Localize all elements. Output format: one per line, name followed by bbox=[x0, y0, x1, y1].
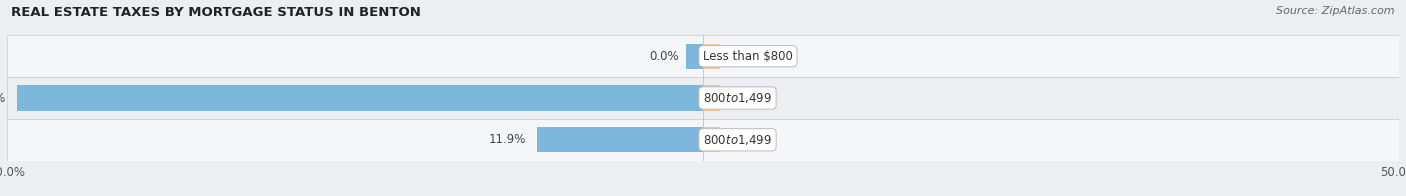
Bar bbox=[703, 85, 720, 111]
Bar bbox=[537, 127, 703, 152]
Text: 49.3%: 49.3% bbox=[0, 92, 6, 104]
Text: REAL ESTATE TAXES BY MORTGAGE STATUS IN BENTON: REAL ESTATE TAXES BY MORTGAGE STATUS IN … bbox=[11, 6, 422, 19]
Text: 0.0%: 0.0% bbox=[727, 133, 756, 146]
Bar bbox=[703, 127, 720, 152]
Text: 0.0%: 0.0% bbox=[727, 92, 756, 104]
Text: Source: ZipAtlas.com: Source: ZipAtlas.com bbox=[1277, 6, 1395, 16]
Text: 0.0%: 0.0% bbox=[650, 50, 679, 63]
Bar bbox=[7, 119, 1399, 161]
Text: 0.0%: 0.0% bbox=[727, 50, 756, 63]
Text: $800 to $1,499: $800 to $1,499 bbox=[703, 133, 772, 147]
Text: 11.9%: 11.9% bbox=[489, 133, 526, 146]
Bar bbox=[7, 77, 1399, 119]
Bar bbox=[17, 85, 703, 111]
Text: $800 to $1,499: $800 to $1,499 bbox=[703, 91, 772, 105]
Bar bbox=[686, 44, 703, 69]
Bar bbox=[7, 35, 1399, 77]
Bar bbox=[703, 44, 720, 69]
Text: Less than $800: Less than $800 bbox=[703, 50, 793, 63]
